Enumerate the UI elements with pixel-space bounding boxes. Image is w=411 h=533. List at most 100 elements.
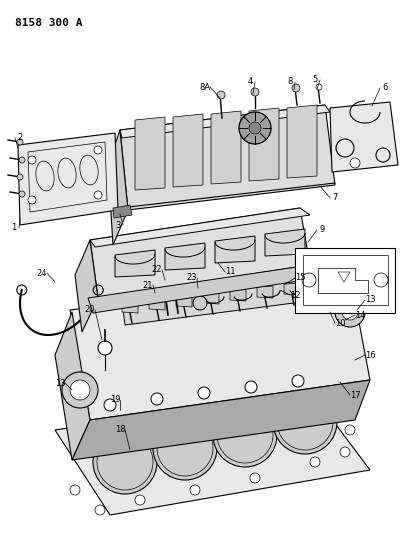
Polygon shape [55,312,90,460]
Polygon shape [122,301,138,313]
Polygon shape [287,105,317,178]
Polygon shape [149,298,165,310]
Circle shape [345,425,355,435]
Circle shape [217,91,225,99]
Text: 9: 9 [319,225,325,235]
Polygon shape [215,236,255,263]
Circle shape [340,447,350,457]
Polygon shape [284,283,300,295]
Polygon shape [72,380,370,460]
Polygon shape [120,105,335,210]
Text: 7: 7 [332,193,338,203]
Polygon shape [330,102,398,172]
Circle shape [19,191,25,197]
Polygon shape [108,130,128,245]
Circle shape [70,380,90,400]
Polygon shape [203,292,219,304]
Circle shape [104,399,116,411]
Polygon shape [135,117,165,190]
Circle shape [17,174,23,180]
Text: 24: 24 [37,269,47,278]
Circle shape [249,122,261,134]
Text: 21: 21 [143,280,153,289]
Circle shape [28,196,36,204]
Circle shape [19,157,25,163]
Circle shape [93,430,157,494]
Text: 13: 13 [365,295,375,304]
Polygon shape [88,265,318,313]
Circle shape [292,84,300,92]
Text: 16: 16 [365,351,375,359]
Text: 10: 10 [335,319,345,327]
Text: 23: 23 [187,273,197,282]
Circle shape [151,393,163,405]
Text: 8A: 8A [199,83,210,92]
Text: 18: 18 [115,425,125,434]
Polygon shape [211,111,241,184]
Circle shape [239,112,271,144]
Polygon shape [120,105,330,138]
Text: 22: 22 [152,265,162,274]
Circle shape [62,372,98,408]
Circle shape [98,341,112,355]
Circle shape [94,146,102,154]
Circle shape [342,304,358,320]
Polygon shape [90,208,310,298]
Text: 12: 12 [290,290,300,300]
Circle shape [193,296,207,310]
Circle shape [198,387,210,399]
Polygon shape [75,240,98,332]
Circle shape [171,287,179,295]
Polygon shape [257,286,273,298]
Polygon shape [18,133,118,225]
Circle shape [95,505,105,515]
Text: 14: 14 [355,311,365,319]
Text: 20: 20 [85,305,95,314]
Circle shape [245,381,257,393]
Circle shape [310,457,320,467]
Polygon shape [230,289,246,301]
Text: 5: 5 [312,76,318,85]
Polygon shape [249,108,279,181]
Text: 13: 13 [55,378,65,387]
Circle shape [17,139,23,145]
Polygon shape [173,114,203,187]
Circle shape [94,191,102,199]
Circle shape [292,375,304,387]
Text: 15: 15 [295,273,305,282]
Polygon shape [265,229,305,256]
Polygon shape [70,275,370,420]
Circle shape [153,416,217,480]
Circle shape [213,403,277,467]
Circle shape [316,84,322,90]
Circle shape [250,473,260,483]
Circle shape [85,435,95,445]
Circle shape [161,289,169,297]
Circle shape [335,297,365,327]
Circle shape [251,88,259,96]
Circle shape [190,485,200,495]
Text: 6: 6 [382,84,388,93]
Circle shape [70,485,80,495]
Bar [295,248,395,313]
Polygon shape [165,243,205,270]
Text: 19: 19 [110,395,120,405]
Polygon shape [113,205,132,218]
Polygon shape [115,250,155,277]
Polygon shape [176,295,192,307]
Text: 3: 3 [115,221,121,230]
Text: 11: 11 [225,268,235,277]
Text: 17: 17 [350,391,360,400]
Text: 8158 300 A: 8158 300 A [15,18,83,28]
Polygon shape [120,258,355,325]
Circle shape [135,495,145,505]
Circle shape [273,390,337,454]
Text: 8: 8 [287,77,293,86]
Polygon shape [311,280,327,292]
Polygon shape [90,208,310,247]
Polygon shape [55,390,370,515]
Circle shape [350,158,360,168]
Circle shape [28,156,36,164]
Text: 4: 4 [247,77,253,86]
Text: 2: 2 [17,133,23,142]
